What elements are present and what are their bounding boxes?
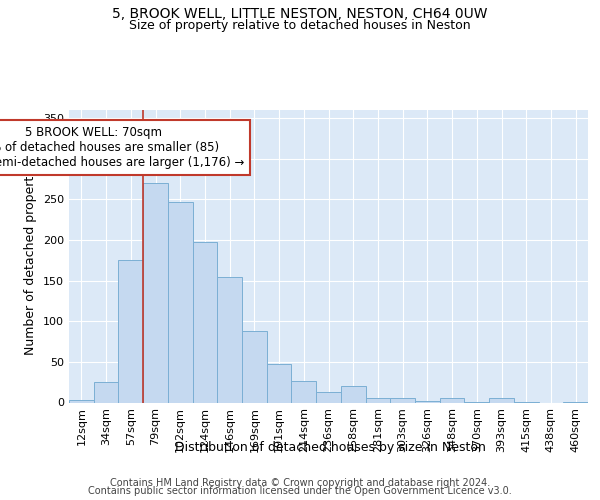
Bar (267, 364, 292, 403)
Bar (69, 400, 94, 402)
Text: 5 BROOK WELL: 70sqm
← 7% of detached houses are smaller (85)
93% of semi-detache: 5 BROOK WELL: 70sqm ← 7% of detached hou… (0, 126, 244, 169)
Bar (143, 183, 168, 402)
Bar (489, 398, 514, 402)
Bar (390, 398, 415, 402)
Bar (316, 392, 341, 402)
Bar (341, 386, 365, 402)
Bar (415, 401, 440, 402)
Bar (94, 382, 118, 402)
Bar (217, 278, 242, 402)
Text: Contains public sector information licensed under the Open Government Licence v3: Contains public sector information licen… (88, 486, 512, 496)
Bar (118, 260, 143, 402)
Bar (440, 398, 464, 402)
Text: Distribution of detached houses by size in Neston: Distribution of detached houses by size … (175, 441, 485, 454)
Text: 5, BROOK WELL, LITTLE NESTON, NESTON, CH64 0UW: 5, BROOK WELL, LITTLE NESTON, NESTON, CH… (112, 8, 488, 22)
Text: Contains HM Land Registry data © Crown copyright and database right 2024.: Contains HM Land Registry data © Crown c… (110, 478, 490, 488)
Bar (365, 398, 390, 402)
Text: Size of property relative to detached houses in Neston: Size of property relative to detached ho… (129, 19, 471, 32)
Bar (242, 331, 267, 402)
Bar (168, 202, 193, 402)
Y-axis label: Number of detached properties: Number of detached properties (25, 158, 37, 355)
Bar (193, 242, 217, 402)
Bar (292, 382, 316, 402)
